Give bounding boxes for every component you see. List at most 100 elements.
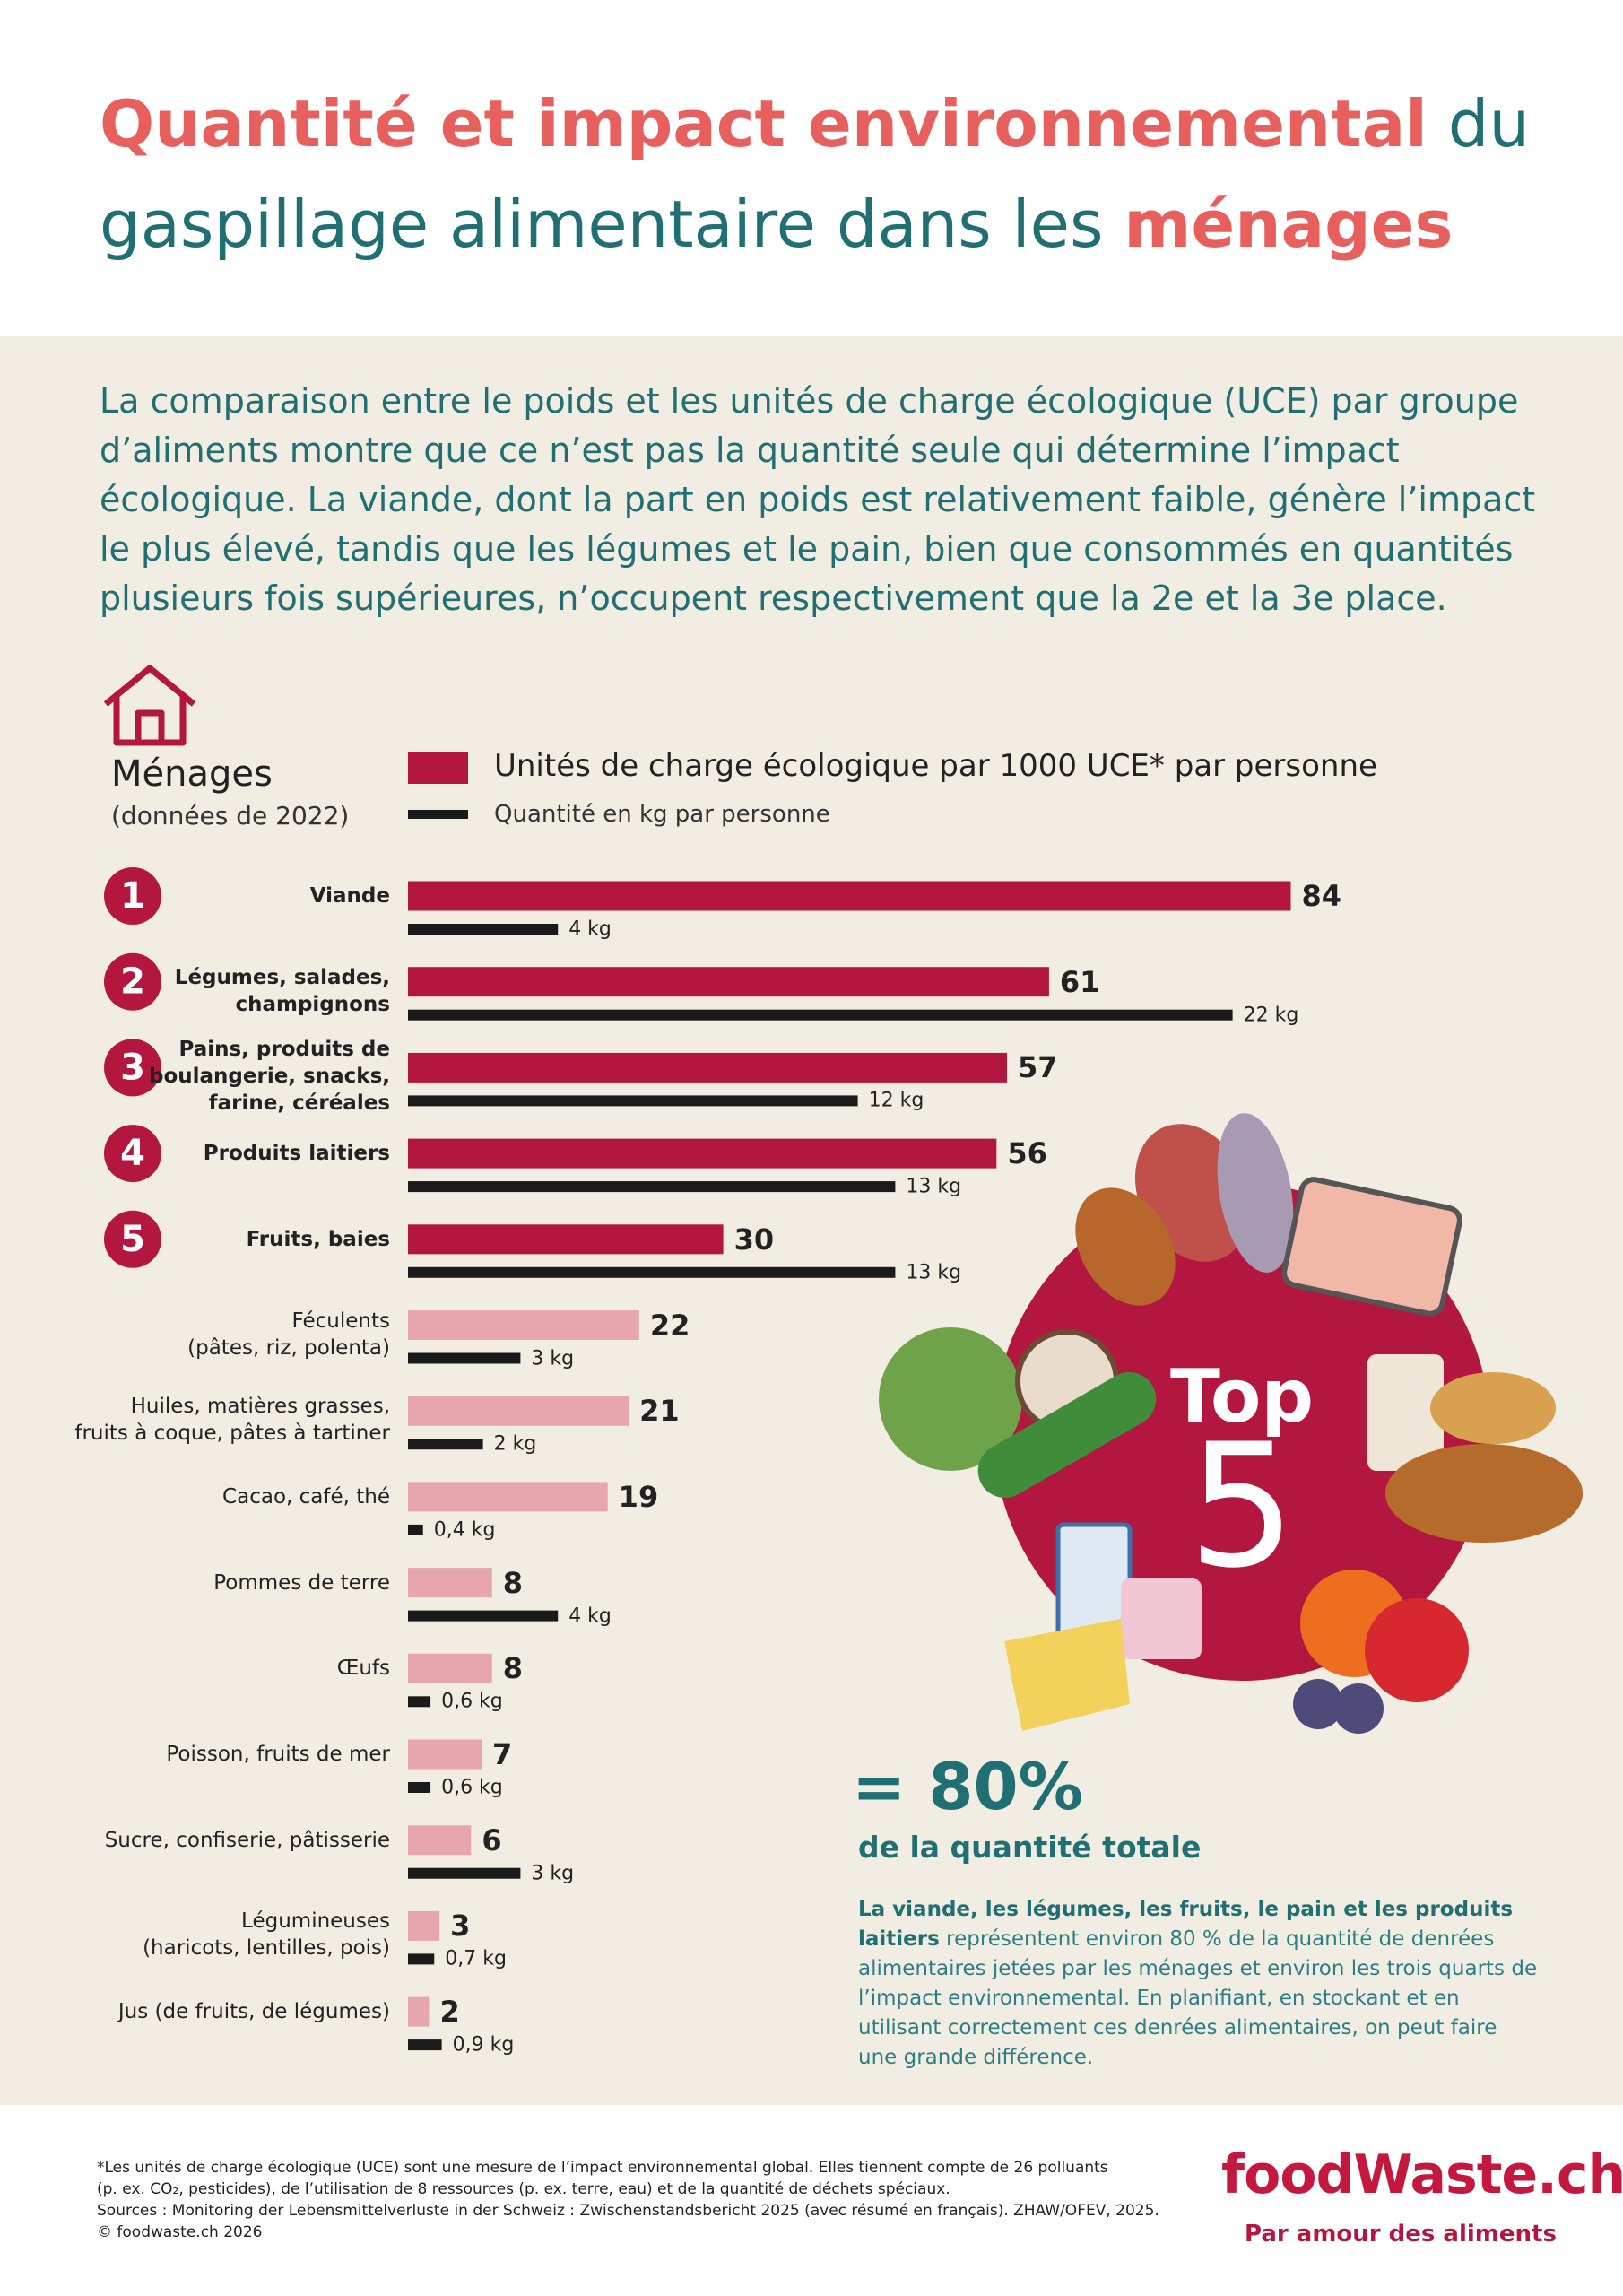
value-label: 3 kg xyxy=(531,1862,575,1885)
bar xyxy=(408,2039,442,2051)
value-label: 2 xyxy=(439,1995,460,2030)
badge-line2: 5 xyxy=(1187,1407,1297,1605)
category-label: Sucre, confiserie, pâtisserie xyxy=(104,1828,390,1852)
bar xyxy=(408,1138,997,1169)
value-label: 7 xyxy=(492,1737,513,1771)
bar xyxy=(408,1610,559,1622)
bar xyxy=(408,1482,608,1512)
category-label: Pains, produits de boulangerie, snacks, … xyxy=(149,1038,390,1116)
title-part: gaspillage alimentaire dans les xyxy=(100,187,1104,262)
bar xyxy=(408,1310,639,1340)
value-label: 0,6 kg xyxy=(441,1690,503,1713)
legend-swatch xyxy=(408,810,468,819)
value-label: 19 xyxy=(618,1479,659,1514)
category-label: Fruits, baies xyxy=(246,1227,390,1251)
summary-headline: = 80% xyxy=(852,1749,1083,1824)
tagline: Par amour des aliments xyxy=(1245,2221,1557,2248)
category-label: Viande xyxy=(309,884,390,908)
rank-number: 4 xyxy=(120,1133,145,1174)
value-label: 22 kg xyxy=(1243,1004,1299,1027)
value-label: 22 xyxy=(649,1308,690,1343)
bar xyxy=(408,1266,896,1278)
footnote: © foodwaste.ch 2026 xyxy=(97,2223,263,2241)
category-label: Pommes de terre xyxy=(213,1570,390,1595)
title-part: Quantité et impact environnemental xyxy=(100,86,1428,161)
rank-number: 3 xyxy=(120,1047,145,1088)
value-label: 3 kg xyxy=(531,1347,575,1370)
bar xyxy=(408,1095,858,1107)
value-label: 0,6 kg xyxy=(441,1776,503,1799)
value-label: 0,7 kg xyxy=(445,1947,507,1970)
value-label: 6 xyxy=(482,1822,502,1857)
logo: foodWaste.ch xyxy=(1221,2144,1623,2206)
summary-body: représentent environ 80 % de la quantité… xyxy=(858,1927,1538,2069)
rank-number: 5 xyxy=(120,1219,145,1260)
category-label: Produits laitiers xyxy=(203,1142,390,1166)
chart-title: Ménages xyxy=(111,753,273,795)
bar xyxy=(408,1524,423,1535)
category-label: Poisson, fruits de mer xyxy=(166,1743,390,1766)
rank-badge xyxy=(104,1210,161,1268)
legend-swatch xyxy=(408,752,468,784)
value-label: 8 xyxy=(502,1651,524,1686)
value-label: 8 xyxy=(502,1565,524,1600)
footnote: Sources : Monitoring der Lebensmittelver… xyxy=(97,2202,1159,2220)
value-label: 4 kg xyxy=(568,918,612,941)
bar xyxy=(408,1739,482,1770)
intro-text: La comparaison entre le poids et les uni… xyxy=(100,381,1536,618)
rank-badge xyxy=(104,1125,161,1183)
bar xyxy=(408,1224,724,1255)
title: Quantité et impact environnemental du gas… xyxy=(100,74,1530,274)
value-label: 3 xyxy=(450,1909,471,1944)
category-label: Huiles, matières grasses, fruits à coque… xyxy=(74,1395,390,1446)
category-label: Œufs xyxy=(336,1657,390,1681)
footnotes: *Les unités de charge écologique (UCE) s… xyxy=(97,2157,1159,2243)
summary-text: La viande, les légumes, les fruits, le p… xyxy=(858,1895,1540,2073)
bar xyxy=(408,1782,431,1793)
rank-badge xyxy=(104,867,161,925)
category-label: Cacao, café, thé xyxy=(222,1484,390,1509)
bar xyxy=(408,1825,472,1856)
value-label: 12 kg xyxy=(868,1089,924,1112)
bar xyxy=(408,1052,1008,1083)
category-label: Légumineuses (haricots, lentilles, pois) xyxy=(143,1909,390,1961)
bar xyxy=(408,1439,483,1450)
top5-illustration xyxy=(879,1113,1583,1734)
value-label: 61 xyxy=(1059,964,1100,999)
value-label: 0,9 kg xyxy=(452,2033,515,2057)
bar xyxy=(408,1653,492,1683)
bar xyxy=(408,1009,1233,1021)
rank-number: 2 xyxy=(120,961,145,1003)
bar xyxy=(408,1396,629,1426)
bar xyxy=(408,1181,896,1193)
footnote: (p. ex. CO₂, pesticides), de l’utilisati… xyxy=(97,2180,950,2198)
footnote: *Les unités de charge écologique (UCE) s… xyxy=(97,2159,1108,2177)
summary-bold: La viande, les légumes, les fruits, le p… xyxy=(858,1898,1514,1951)
rank-badge xyxy=(104,952,161,1011)
legend-label: Unités de charge écologique par 1000 UCE… xyxy=(494,748,1377,784)
value-label: 30 xyxy=(733,1222,775,1257)
bar xyxy=(408,924,559,935)
value-label: 84 xyxy=(1301,879,1341,913)
bar xyxy=(408,1996,430,2027)
title-part: ménages xyxy=(1124,187,1454,262)
summary-subheadline: de la quantité totale xyxy=(858,1830,1202,1865)
category-label: Légumes, salades, champignons xyxy=(174,965,390,1016)
value-label: 21 xyxy=(639,1394,680,1429)
category-label: Féculents (pâtes, riz, polenta) xyxy=(187,1309,390,1360)
value-label: 56 xyxy=(1007,1136,1047,1171)
badge-line1: Top xyxy=(1169,1354,1315,1439)
rank-number: 1 xyxy=(120,875,145,917)
category-label: Jus (de fruits, de légumes) xyxy=(117,2000,390,2024)
value-label: 13 kg xyxy=(906,1261,962,1284)
bar xyxy=(408,1568,492,1598)
bar xyxy=(408,1953,435,1965)
value-label: 4 kg xyxy=(568,1605,612,1628)
value-label: 0,4 kg xyxy=(433,1518,496,1542)
legend-label: Quantité en kg par personne xyxy=(494,801,830,828)
value-label: 57 xyxy=(1018,1050,1058,1085)
house-icon xyxy=(103,665,196,746)
